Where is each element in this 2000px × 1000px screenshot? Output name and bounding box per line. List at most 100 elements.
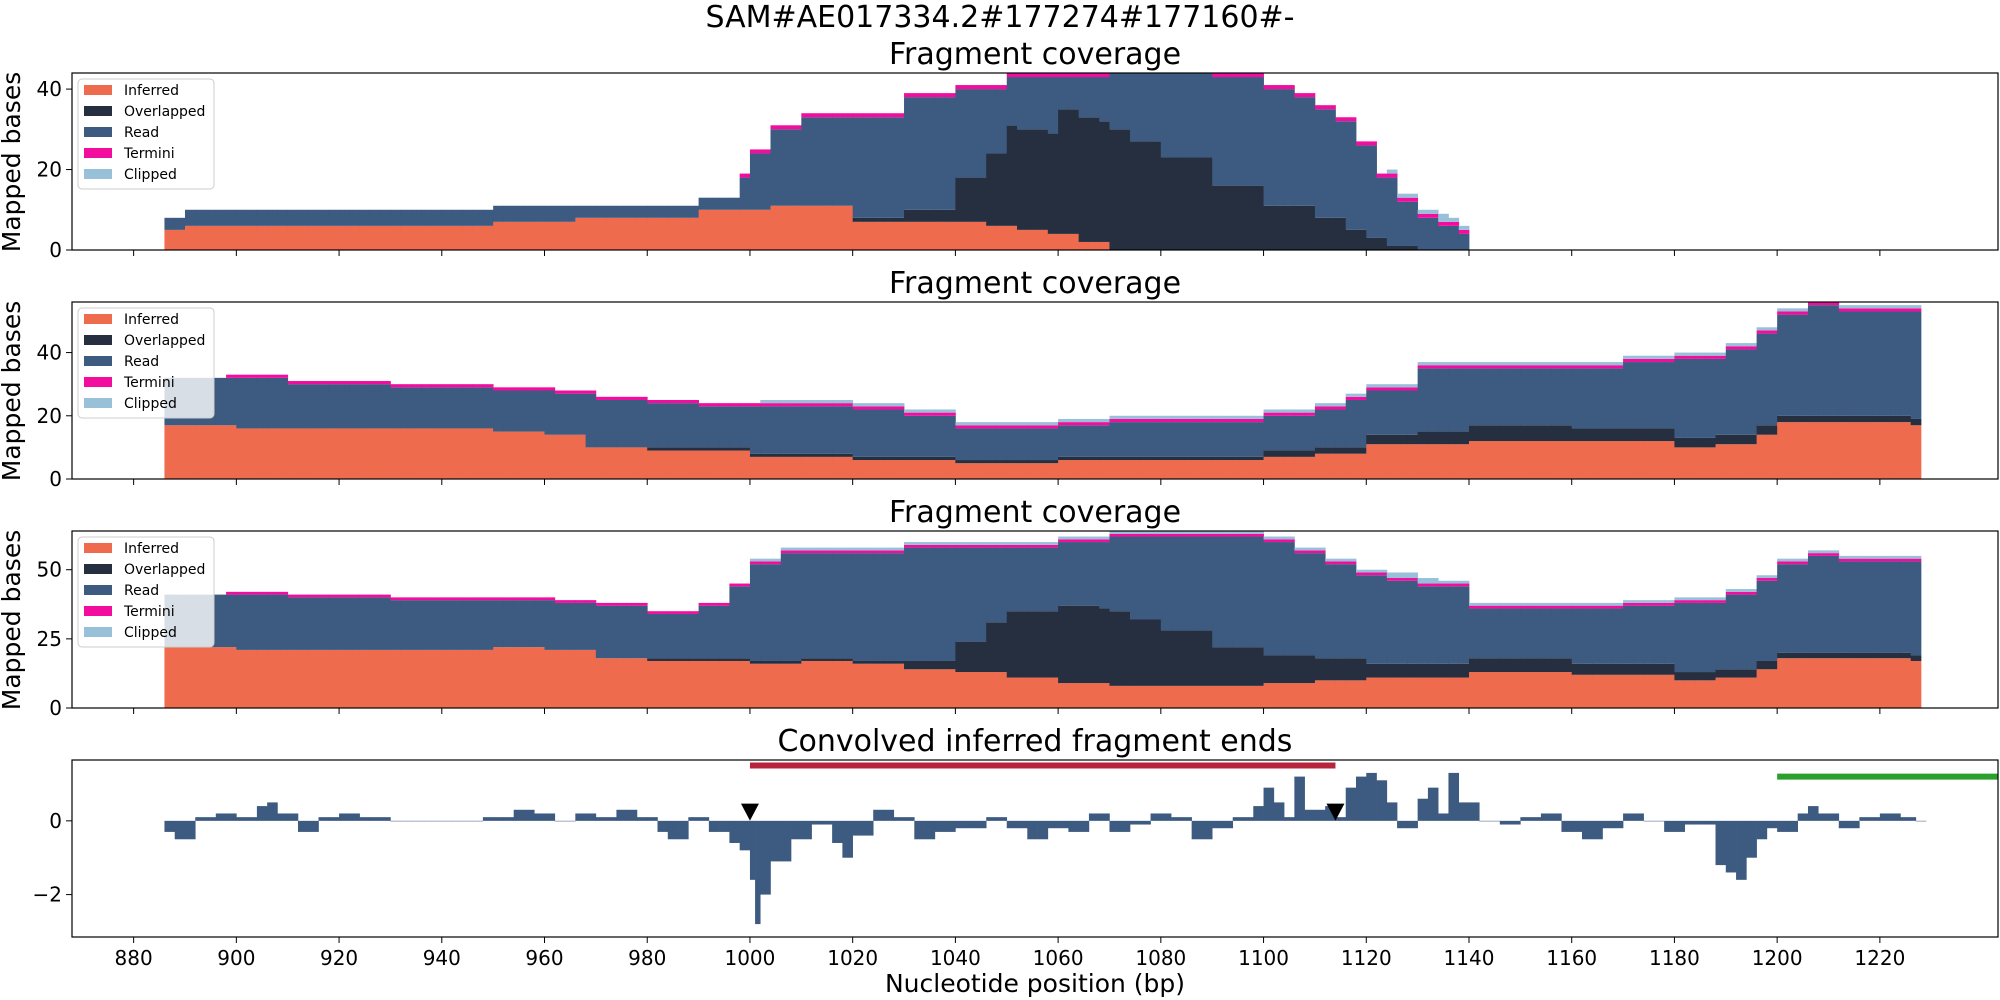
overlapped-bar (1088, 456, 1100, 461)
termini-bar (1540, 365, 1552, 369)
overlapped-bar (965, 177, 977, 222)
termini-bar (400, 597, 412, 601)
inferred-bar (380, 649, 391, 708)
overlapped-bar (1807, 652, 1819, 659)
read-bar (390, 600, 402, 650)
overlapped-bar (1191, 157, 1203, 250)
read-bar (657, 613, 669, 659)
ends-bar (1520, 817, 1531, 821)
overlapped-bar (1335, 217, 1347, 250)
overlapped-bar (1561, 425, 1573, 442)
ends-bar (1304, 809, 1316, 821)
inferred-bar (1746, 444, 1758, 479)
overlapped-bar (1047, 460, 1059, 464)
overlapped-bar (1109, 611, 1121, 686)
ends-bar (297, 820, 309, 832)
read-bar (1058, 425, 1069, 457)
termini-bar (678, 399, 689, 404)
overlapped-bar (852, 660, 864, 664)
overlapped-bar (1766, 425, 1778, 435)
clipped-bar (955, 542, 967, 545)
overlapped-bar (1284, 205, 1295, 250)
termini-bar (626, 396, 638, 400)
clipped-bar (1345, 393, 1357, 397)
termini-bar (688, 399, 699, 404)
inferred-bar (688, 660, 699, 708)
inferred-bar (626, 447, 638, 479)
read-bar (924, 415, 936, 457)
read-bar (708, 406, 720, 448)
read-bar (482, 600, 494, 650)
read-bar (1140, 536, 1151, 620)
inferred-bar (308, 649, 319, 708)
ends-bar (1397, 820, 1408, 829)
termini-bar (267, 591, 278, 595)
termini-bar (760, 403, 771, 407)
clipped-bar (934, 542, 946, 545)
termini-bar (770, 125, 782, 130)
read-bar (462, 600, 474, 650)
read-bar (832, 553, 843, 659)
read-bar (215, 209, 227, 226)
clipped-bar (1099, 418, 1110, 423)
inferred-bar (1807, 658, 1819, 708)
read-bar (749, 406, 761, 454)
termini-bar (873, 113, 884, 118)
inferred-bar (965, 672, 977, 708)
overlapped-bar (1458, 663, 1470, 678)
read-bar (1551, 368, 1562, 426)
termini-bar (1294, 550, 1306, 554)
inferred-bar (1078, 460, 1090, 479)
read-bar (544, 390, 556, 435)
read-bar (1900, 561, 1912, 653)
read-bar (1890, 561, 1901, 653)
read-bar (452, 387, 463, 429)
inferred-bar (565, 434, 576, 479)
termini-bar (1869, 308, 1881, 312)
clipped-bar (1581, 602, 1593, 606)
read-bar (1222, 422, 1234, 457)
read-bar (236, 377, 248, 429)
inferred-bar (862, 663, 874, 708)
inferred-bar (1849, 422, 1860, 479)
clipped-bar (852, 403, 864, 407)
ends-bar (1756, 820, 1768, 840)
clipped-bar (1725, 343, 1737, 347)
clipped-bar (1386, 169, 1398, 174)
ends-bar (400, 820, 412, 822)
overlapped-bar (1438, 431, 1449, 445)
inferred-bar (1694, 680, 1706, 708)
overlapped-bar (1212, 456, 1223, 461)
x-tick-label: 1040 (930, 946, 981, 970)
termini-bar (1088, 73, 1100, 78)
termini-bar (1386, 387, 1398, 391)
read-bar (1047, 547, 1059, 612)
overlapped-bar (1510, 658, 1521, 673)
inferred-bar (1427, 677, 1439, 708)
overlapped-bar (1602, 663, 1614, 675)
inferred-bar (523, 647, 535, 708)
ends-bar (513, 809, 525, 821)
clipped-bar (1304, 409, 1316, 413)
clipped-bar (1273, 536, 1285, 540)
read-bar (904, 547, 915, 661)
inferred-bar (1109, 460, 1121, 479)
overlapped-bar (1130, 456, 1141, 461)
termini-bar (1294, 412, 1306, 416)
inferred-bar (390, 649, 402, 708)
termini-bar (616, 602, 628, 606)
termini-bar (1119, 418, 1131, 423)
inferred-bar (1068, 683, 1080, 708)
legend-label: Termini (123, 375, 175, 391)
read-bar (1581, 368, 1593, 429)
clipped-bar (852, 547, 864, 551)
inferred-bar (1058, 683, 1069, 708)
overlapped-bar (1386, 434, 1398, 445)
inferred-bar (482, 225, 494, 250)
read-bar (924, 547, 936, 661)
read-bar (862, 117, 874, 218)
read-bar (287, 384, 299, 429)
overlapped-bar (924, 209, 936, 222)
inferred-bar (595, 447, 607, 479)
x-tick-label: 960 (525, 946, 563, 970)
